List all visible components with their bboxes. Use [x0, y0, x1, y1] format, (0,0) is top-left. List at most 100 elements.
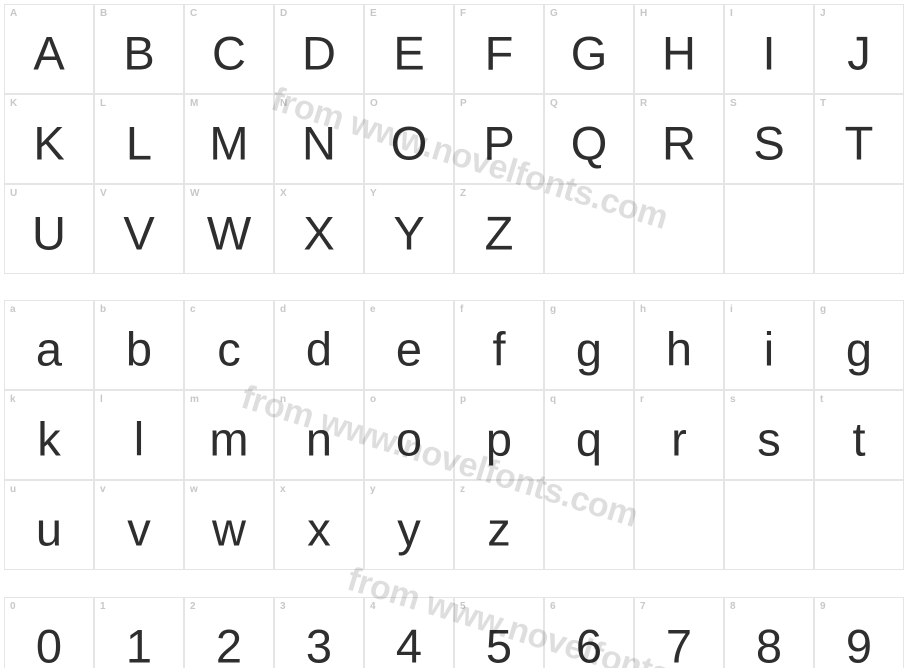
cell-key: K [10, 98, 18, 109]
cell-key: c [190, 304, 196, 315]
glyph-cell: MM [184, 94, 274, 184]
glyph-cell: 00 [4, 597, 94, 668]
cell-glyph: 7 [666, 618, 692, 668]
cell-glyph: J [847, 25, 871, 80]
cell-key: Q [550, 98, 558, 109]
cell-key: m [190, 394, 199, 405]
glyph-cell: UU [4, 184, 94, 274]
glyph-cell: ll [94, 390, 184, 480]
glyph-cell: oo [364, 390, 454, 480]
cell-key: 0 [10, 601, 16, 612]
glyph-cell: ss [724, 390, 814, 480]
glyph-cell [814, 480, 904, 570]
cell-key: l [100, 394, 103, 405]
cell-glyph: 9 [846, 618, 872, 668]
glyph-cell: ww [184, 480, 274, 570]
glyph-cell: ff [454, 300, 544, 390]
cell-key: S [730, 98, 737, 109]
cell-key: U [10, 188, 18, 199]
cell-glyph: w [212, 501, 246, 556]
glyph-cell: nn [274, 390, 364, 480]
glyph-cell: uu [4, 480, 94, 570]
cell-glyph: y [397, 501, 421, 556]
cell-key: B [100, 8, 108, 19]
cell-glyph: g [576, 321, 602, 376]
cell-key: e [370, 304, 376, 315]
cell-glyph: A [33, 25, 64, 80]
cell-glyph: Q [571, 115, 608, 170]
cell-key: O [370, 98, 378, 109]
cell-glyph: 3 [306, 618, 332, 668]
cell-glyph: C [212, 25, 246, 80]
cell-glyph: u [36, 501, 62, 556]
glyph-cell: QQ [544, 94, 634, 184]
cell-key: W [190, 188, 200, 199]
glyph-cell [544, 184, 634, 274]
glyph-cell: vv [94, 480, 184, 570]
glyph-cell: 44 [364, 597, 454, 668]
cell-key: N [280, 98, 288, 109]
cell-key: G [550, 8, 558, 19]
cell-glyph: Z [485, 205, 514, 260]
cell-glyph: k [37, 411, 61, 466]
cell-glyph: 2 [216, 618, 242, 668]
glyph-cell: aa [4, 300, 94, 390]
cell-key: r [640, 394, 644, 405]
cell-key: h [640, 304, 646, 315]
cell-key: 8 [730, 601, 736, 612]
cell-glyph: r [671, 411, 687, 466]
cell-glyph: 6 [576, 618, 602, 668]
glyph-cell: YY [364, 184, 454, 274]
glyph-cell: GG [544, 4, 634, 94]
cell-key: M [190, 98, 199, 109]
cell-key: P [460, 98, 467, 109]
cell-glyph: O [391, 115, 428, 170]
cell-glyph: G [571, 25, 608, 80]
glyph-cell: yy [364, 480, 454, 570]
cell-glyph: 4 [396, 618, 422, 668]
cell-key: u [10, 484, 16, 495]
glyph-cell: zz [454, 480, 544, 570]
cell-key: 1 [100, 601, 106, 612]
glyph-cell [724, 184, 814, 274]
glyph-cell: FF [454, 4, 544, 94]
cell-glyph: v [127, 501, 151, 556]
cell-key: Y [370, 188, 377, 199]
glyph-cell: EE [364, 4, 454, 94]
glyph-cell: RR [634, 94, 724, 184]
cell-key: T [820, 98, 826, 109]
cell-glyph: m [209, 411, 248, 466]
glyph-cell: 99 [814, 597, 904, 668]
cell-glyph: p [486, 411, 512, 466]
cell-glyph: d [306, 321, 332, 376]
cell-key: v [100, 484, 106, 495]
cell-key: p [460, 394, 466, 405]
cell-key: L [100, 98, 106, 109]
glyph-cell [634, 480, 724, 570]
glyph-cell: 33 [274, 597, 364, 668]
cell-key: g [550, 304, 556, 315]
glyph-cell: kk [4, 390, 94, 480]
glyph-cell: ii [724, 300, 814, 390]
cell-key: H [640, 8, 648, 19]
glyph-cell: gg [814, 300, 904, 390]
cell-glyph: z [487, 501, 511, 556]
cell-glyph: e [396, 321, 422, 376]
cell-key: C [190, 8, 198, 19]
cell-key: R [640, 98, 648, 109]
cell-key: w [190, 484, 198, 495]
glyph-cell: WW [184, 184, 274, 274]
cell-glyph: L [126, 115, 152, 170]
glyph-cell: rr [634, 390, 724, 480]
glyph-cell: PP [454, 94, 544, 184]
glyph-cell: cc [184, 300, 274, 390]
glyph-cell: OO [364, 94, 454, 184]
glyph-cell: dd [274, 300, 364, 390]
glyph-cell: gg [544, 300, 634, 390]
cell-key: 7 [640, 601, 646, 612]
cell-key: 5 [460, 601, 466, 612]
cell-glyph: f [492, 321, 505, 376]
cell-glyph: U [32, 205, 66, 260]
glyph-cell: 66 [544, 597, 634, 668]
cell-glyph: H [662, 25, 696, 80]
